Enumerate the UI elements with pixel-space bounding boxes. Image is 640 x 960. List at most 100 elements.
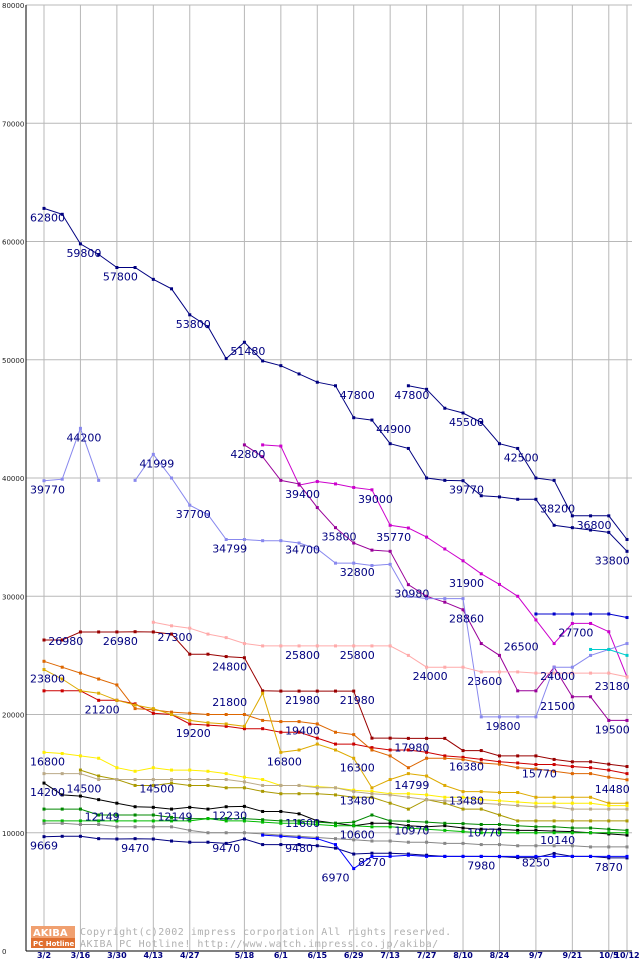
data-label: 10140: [540, 834, 575, 847]
series-16: [42, 781, 629, 837]
series-6: [534, 612, 629, 620]
series-line: [44, 631, 628, 767]
data-label: 19500: [595, 723, 630, 736]
data-label: 21800: [212, 696, 247, 709]
data-label: 16800: [267, 755, 302, 768]
data-label: 62800: [30, 211, 65, 224]
x-tick-label: 8/10: [453, 951, 473, 960]
y-tick-label: 80000: [2, 2, 24, 10]
data-point: [42, 668, 46, 672]
data-label: 10970: [394, 824, 429, 837]
series-line: [43, 660, 628, 781]
series-21: [261, 833, 629, 871]
data-label: 13480: [449, 795, 484, 808]
data-label: 31900: [449, 577, 484, 590]
data-label: 23180: [595, 680, 630, 693]
data-label: 23800: [30, 673, 65, 686]
data-label: 30980: [394, 588, 429, 601]
x-tick-label: 10/5: [599, 951, 619, 960]
data-label: 53800: [176, 318, 211, 331]
series-line: [134, 453, 628, 718]
data-label: 16380: [449, 760, 484, 773]
data-label: 16300: [340, 761, 375, 774]
x-axis: 3/2 3/16 3/30 4/13 4/27 5/18 6/1 6/15 6/29 7/13 7/…: [26, 950, 640, 960]
data-label: 14200: [30, 786, 65, 799]
data-label: 6970: [322, 872, 350, 885]
data-label: 39400: [285, 488, 320, 501]
data-label: 21500: [540, 700, 575, 713]
x-tick-label: 9/7: [529, 951, 543, 960]
series-line: [43, 426, 100, 482]
series-line: [262, 444, 628, 678]
data-label: 23600: [467, 675, 502, 688]
series-line: [43, 669, 627, 804]
y-tick-label: 0: [2, 948, 6, 956]
data-label: 9470: [121, 842, 149, 855]
series-12: [42, 668, 629, 805]
data-point: [42, 206, 46, 210]
data-label: 44200: [66, 431, 101, 444]
series-7: [589, 647, 629, 657]
series-line: [590, 649, 628, 656]
akiba-logo-bottom-box: [31, 938, 75, 948]
series-3: [261, 443, 629, 679]
series-line: [44, 822, 627, 848]
data-label: 9669: [30, 840, 58, 853]
data-label: 25800: [340, 649, 375, 662]
y-tick-label: 70000: [2, 120, 24, 128]
data-label: 12230: [212, 809, 247, 822]
data-label: 34700: [285, 544, 320, 557]
grid-lines: [26, 4, 632, 952]
data-label: 24000: [413, 670, 448, 683]
y-tick-label: 10000: [2, 830, 24, 838]
y-tick-label: 30000: [2, 593, 24, 601]
data-label: 17980: [394, 741, 429, 754]
x-tick-label: 6/15: [307, 951, 327, 960]
data-point: [589, 647, 593, 651]
x-tick-label: 4/13: [144, 951, 164, 960]
data-label: 26980: [103, 635, 138, 648]
series-line: [408, 385, 628, 540]
x-tick-label: 6/1: [274, 951, 288, 960]
data-label: 9480: [285, 842, 313, 855]
data-label: 27700: [558, 626, 593, 639]
data-label: 36800: [577, 519, 612, 532]
data-label: 42500: [504, 451, 539, 464]
data-point: [625, 765, 629, 769]
x-tick-label: 3/16: [71, 951, 91, 960]
data-label: 19800: [485, 720, 520, 733]
data-point: [625, 549, 629, 553]
data-label: 57800: [103, 271, 138, 284]
x-tick-label: 8/24: [490, 951, 510, 960]
data-label: 15770: [522, 768, 557, 781]
series-line: [44, 808, 628, 831]
data-label: 10770: [467, 827, 502, 840]
x-tick-label: 9/21: [563, 951, 583, 960]
data-point: [625, 833, 629, 837]
series-line: [262, 834, 627, 870]
x-tick-label: 5/18: [235, 951, 255, 960]
data-label: 8270: [358, 856, 386, 869]
series-line: [535, 613, 628, 618]
copyright-footer: AKIBA PC Hotline! Copyright(c)2002 impre…: [31, 926, 451, 950]
akiba-logo-bottom: PC Hotline!: [33, 940, 77, 948]
series-9: [42, 630, 629, 769]
data-label: 8250: [522, 856, 550, 869]
data-point: [625, 616, 629, 620]
series-17: [42, 807, 629, 832]
data-label: 39770: [449, 484, 484, 497]
data-label: 24800: [212, 661, 247, 674]
data-label: 42800: [230, 448, 265, 461]
series-5: [42, 426, 629, 719]
x-tick-label: 3/30: [107, 951, 127, 960]
data-label: 39770: [30, 484, 65, 497]
data-label: 47800: [340, 389, 375, 402]
data-point: [625, 772, 629, 776]
data-point: [406, 384, 410, 388]
data-label: 10600: [340, 829, 375, 842]
data-label: 7870: [595, 861, 623, 874]
series-2: [406, 384, 629, 541]
x-tick-label: 6/29: [344, 951, 364, 960]
data-label: 14500: [139, 783, 174, 796]
